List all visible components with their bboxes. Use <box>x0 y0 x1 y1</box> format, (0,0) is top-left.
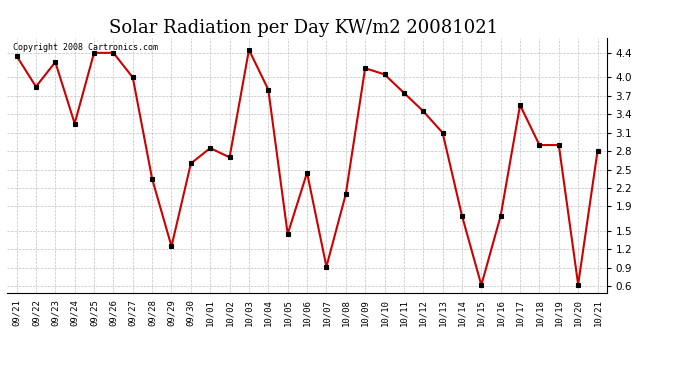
Text: Copyright 2008 Cartronics.com: Copyright 2008 Cartronics.com <box>13 43 158 52</box>
Text: Solar Radiation per Day KW/m2 20081021: Solar Radiation per Day KW/m2 20081021 <box>109 19 498 37</box>
